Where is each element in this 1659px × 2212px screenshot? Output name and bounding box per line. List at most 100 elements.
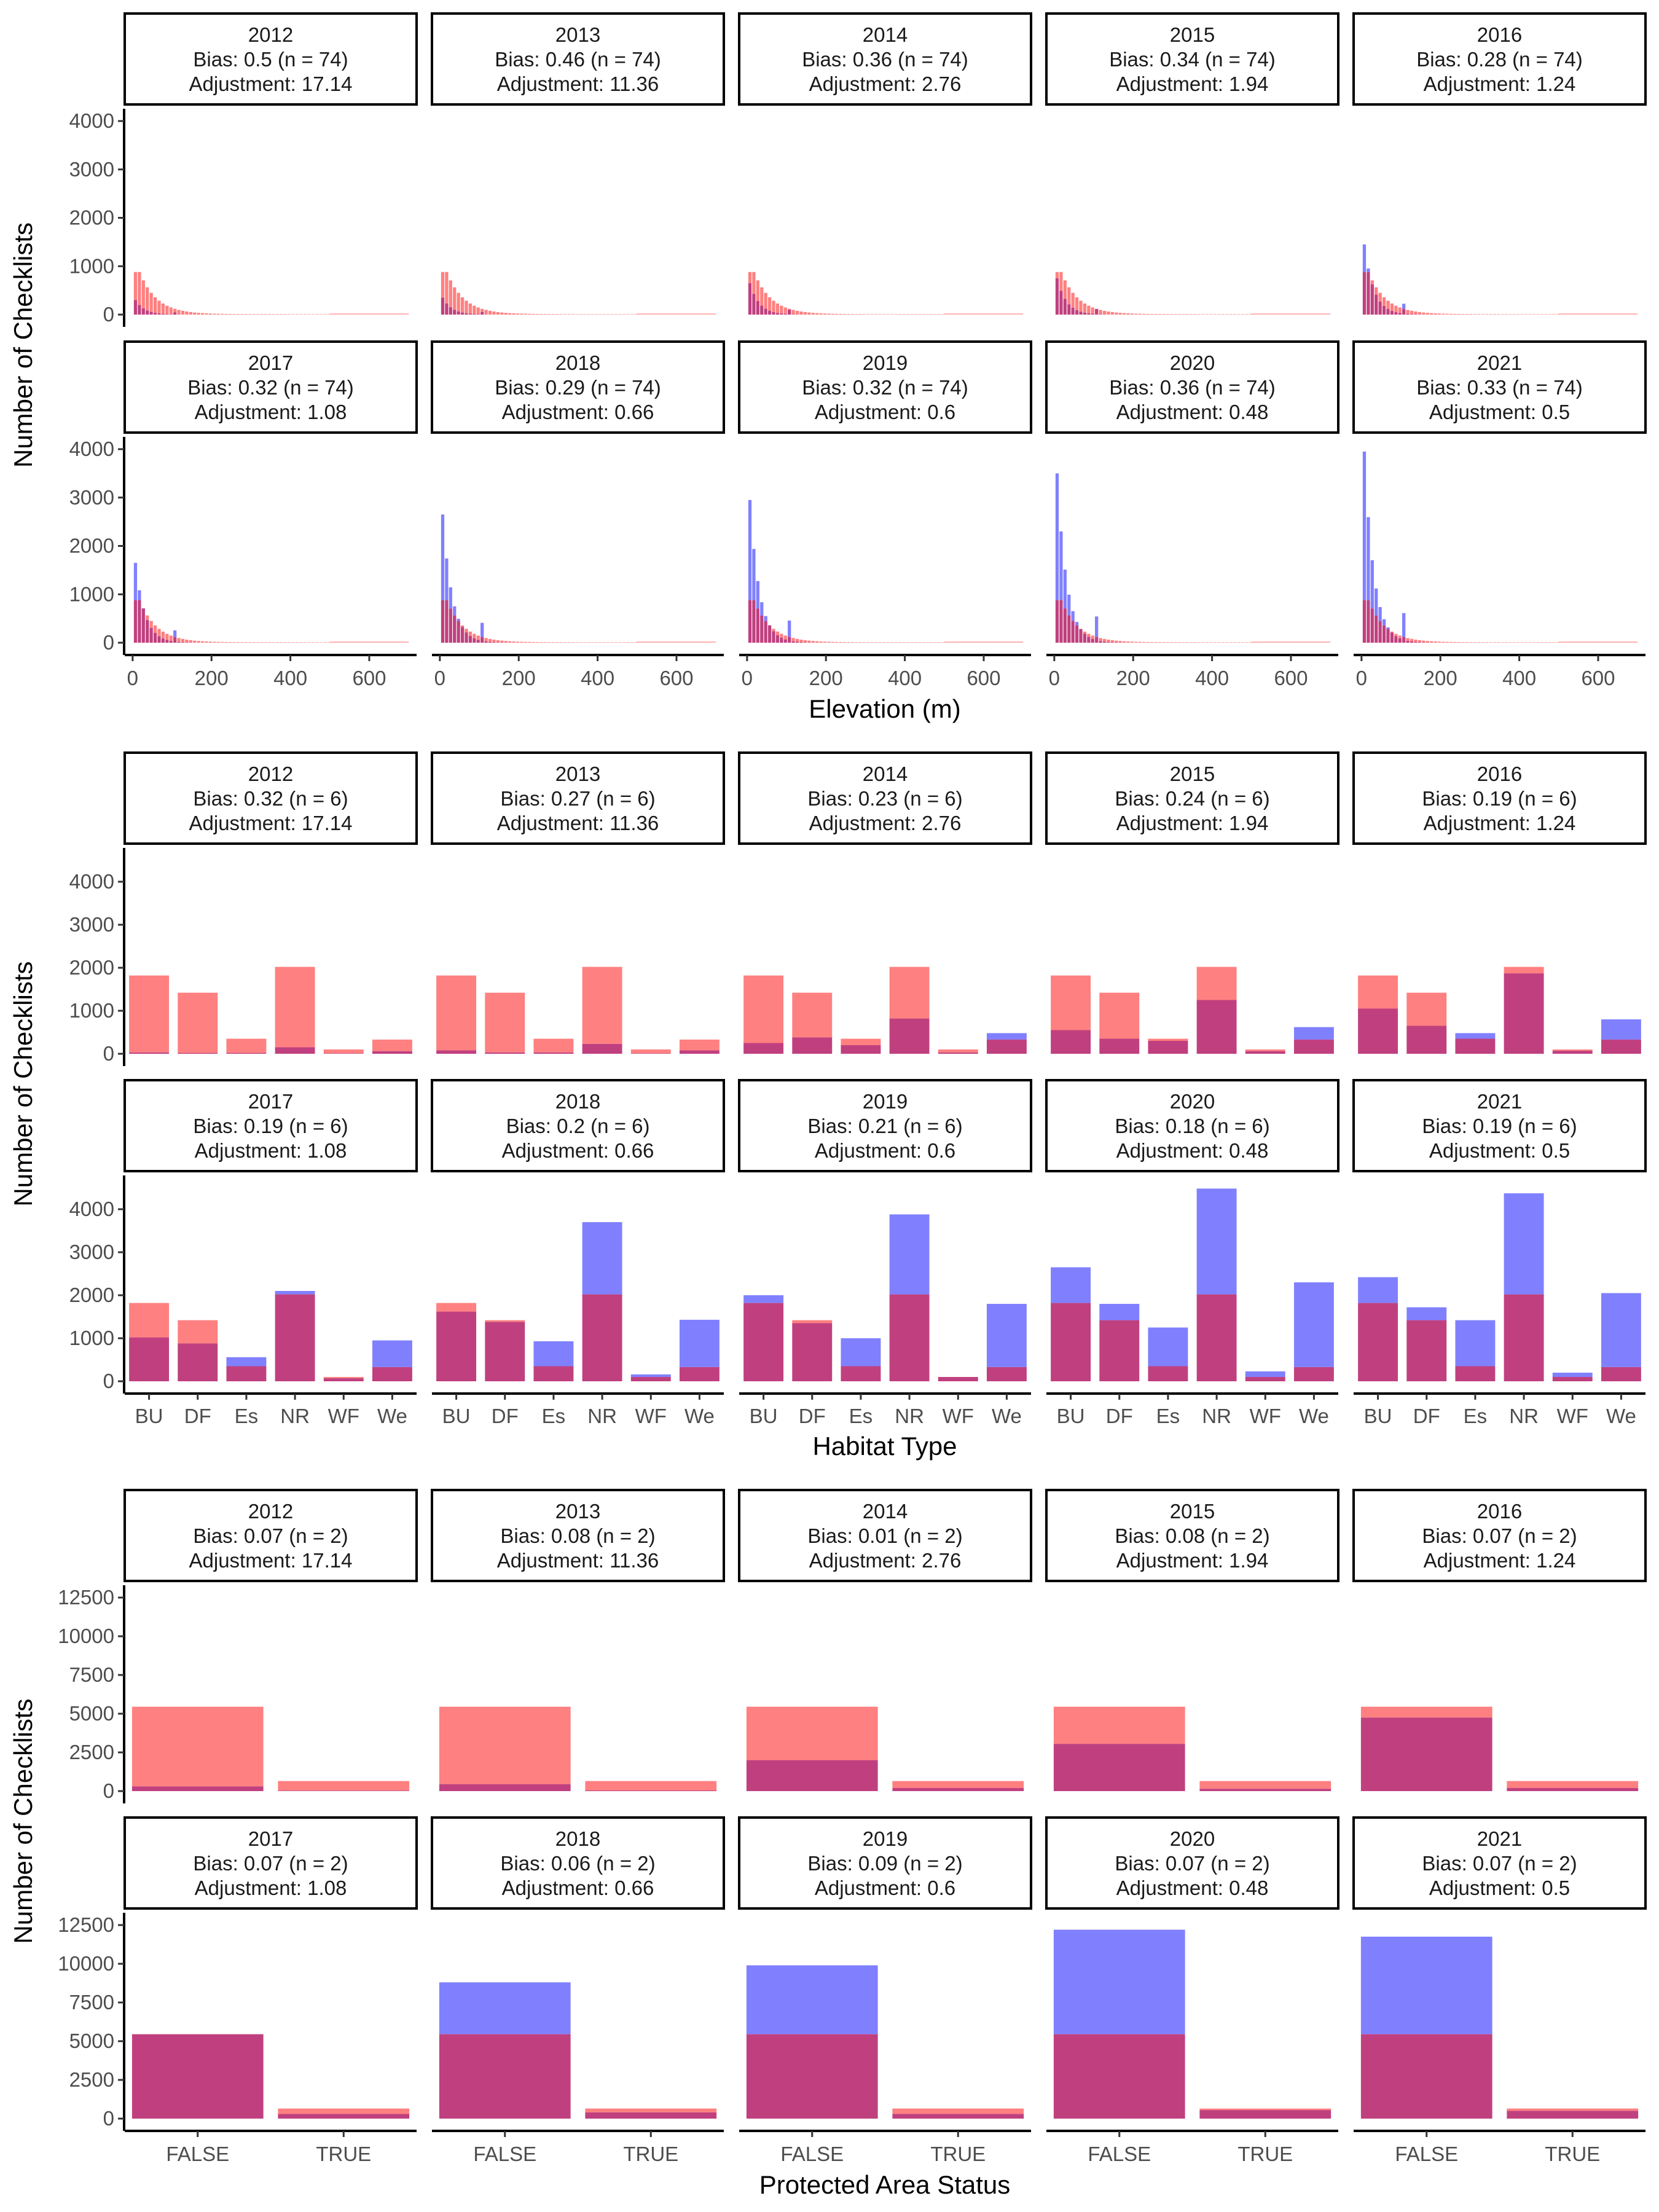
facet-strip	[738, 751, 1032, 845]
histogram-overlap-bar	[1394, 636, 1398, 643]
histogram-bar	[1182, 642, 1185, 643]
histogram-bar	[910, 314, 914, 315]
histogram-bar	[850, 642, 854, 643]
histogram-overlap-bar	[1079, 629, 1083, 643]
histogram-overlap-bar	[1386, 629, 1390, 643]
histogram-tail	[329, 313, 409, 315]
facet-year-label: 2021	[1477, 1827, 1522, 1850]
histogram-bar	[1398, 307, 1402, 313]
facet-strip	[124, 751, 418, 845]
histogram-bar	[141, 280, 145, 308]
histogram-overlap-bar	[1414, 641, 1418, 643]
facet-adjustment-label: Adjustment: 0.6	[815, 1877, 955, 1899]
histogram-bar	[500, 640, 504, 643]
histogram-bar	[579, 642, 582, 643]
facet-strip	[738, 1489, 1032, 1582]
histogram-overlap-bar	[138, 305, 141, 315]
x-tick-label: 400	[888, 667, 922, 689]
bar-overlap	[1507, 2111, 1639, 2119]
histogram-bar	[169, 635, 173, 641]
histogram-overlap-bar	[1087, 313, 1091, 315]
histogram-bar	[441, 272, 445, 298]
histogram-bar	[1484, 314, 1489, 315]
x-tick-label: 200	[1424, 667, 1457, 689]
histogram-bar	[1244, 314, 1249, 315]
bar-overlap	[436, 1311, 477, 1381]
histogram-bar	[465, 300, 468, 313]
histogram-overlap-bar	[1370, 608, 1374, 643]
facet-bias-label: Bias: 0.07 (n = 2)	[193, 1524, 348, 1547]
histogram-bar	[1445, 641, 1449, 643]
histogram-bar	[547, 314, 551, 315]
histogram-overlap-bar	[141, 308, 145, 315]
bar-observed	[226, 1357, 267, 1367]
histogram-bar	[1146, 313, 1150, 315]
histogram-overlap-bar	[1375, 615, 1378, 643]
histogram-bar	[1217, 314, 1221, 315]
histogram-bar	[783, 635, 787, 640]
histogram-overlap-bar	[1071, 307, 1075, 315]
histogram-bar	[264, 642, 267, 643]
histogram-bar	[1225, 314, 1229, 315]
histogram-bar	[213, 641, 216, 643]
histogram-bar	[764, 292, 767, 309]
facet-strip	[124, 1489, 418, 1582]
histogram-bar	[1520, 314, 1524, 315]
bar-observed	[1552, 1373, 1593, 1377]
histogram-bar	[610, 314, 614, 315]
histogram-bar	[795, 310, 799, 315]
histogram-overlap-bar	[457, 311, 460, 315]
histogram-bar	[208, 313, 213, 315]
bar-overlap	[1504, 1294, 1544, 1381]
histogram-tail	[329, 641, 409, 643]
bar-overlap	[278, 2114, 410, 2119]
histogram-bar	[1386, 300, 1390, 309]
bar-overlap	[582, 1043, 622, 1054]
histogram-bar	[1071, 611, 1075, 621]
histogram-bar	[1516, 642, 1520, 643]
facet-bias-label: Bias: 0.09 (n = 2)	[807, 1852, 962, 1875]
facet-strip	[1045, 1816, 1339, 1910]
y-tick-label: 2000	[69, 206, 114, 229]
histogram-overlap-bar	[165, 314, 169, 315]
histogram-bar	[1130, 313, 1134, 315]
y-tick-label: 3000	[69, 486, 114, 509]
histogram-bar	[535, 642, 539, 643]
x-tick-label: WF	[943, 1405, 974, 1427]
histogram-bar	[213, 313, 216, 315]
histogram-bar	[244, 314, 248, 315]
histogram-bar	[783, 307, 787, 314]
bar-reference	[323, 1049, 364, 1054]
histogram-overlap-bar	[141, 608, 145, 643]
histogram-overlap-bar	[783, 639, 787, 643]
bar-reference	[1358, 975, 1398, 1009]
histogram-overlap-bar	[468, 313, 473, 315]
bar-overlap	[1601, 1367, 1641, 1381]
facet-adjustment-label: Adjustment: 1.08	[195, 1877, 347, 1899]
histogram-overlap-bar	[1390, 632, 1394, 643]
bar-overlap	[792, 1037, 833, 1054]
facet-year-label: 2018	[555, 1827, 600, 1850]
histogram-bar	[512, 313, 516, 315]
histogram-bar	[1126, 641, 1130, 643]
bar-observed	[1504, 1193, 1544, 1295]
histogram-bar	[1099, 310, 1102, 315]
facet-bias-label: Bias: 0.08 (n = 2)	[500, 1524, 655, 1547]
histogram-bar	[579, 314, 582, 315]
bar-reference	[1406, 992, 1447, 1026]
histogram-bar	[606, 642, 610, 643]
histogram-bar	[819, 641, 823, 643]
y-tick-label: 0	[103, 2107, 114, 2130]
bar-observed	[1053, 1929, 1185, 2034]
facet-adjustment-label: Adjustment: 0.48	[1116, 1139, 1269, 1162]
histogram-overlap-bar	[146, 620, 149, 643]
y-tick-label: 12500	[58, 1586, 114, 1609]
histogram-bar	[240, 314, 244, 315]
histogram-overlap-bar	[161, 313, 165, 315]
bar-overlap	[1293, 1039, 1334, 1054]
